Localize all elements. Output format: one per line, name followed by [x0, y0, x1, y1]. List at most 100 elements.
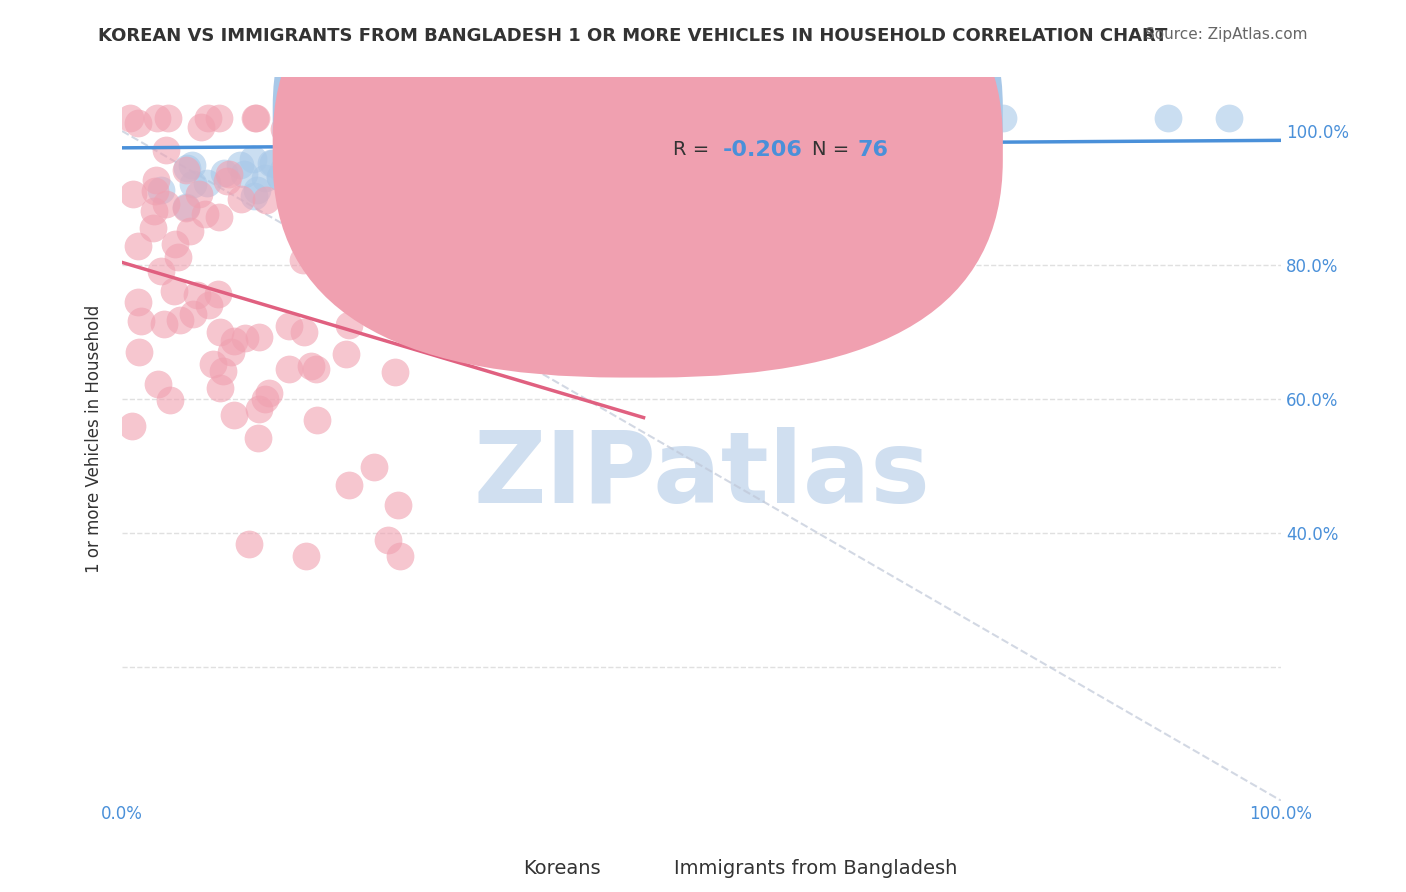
- Text: Koreans: Koreans: [523, 859, 602, 878]
- Point: [384, 365, 406, 379]
- Point: [201, 357, 224, 371]
- Point: [127, 238, 149, 252]
- Point: [479, 151, 502, 165]
- Point: [377, 142, 399, 156]
- Point: [814, 118, 837, 132]
- Point: [260, 156, 283, 170]
- Point: [254, 193, 277, 207]
- FancyBboxPatch shape: [598, 85, 945, 194]
- Point: [329, 256, 352, 270]
- Point: [889, 111, 911, 125]
- Point: [194, 207, 217, 221]
- Point: [588, 120, 610, 135]
- Text: Immigrants from Bangladesh: Immigrants from Bangladesh: [673, 859, 957, 878]
- Point: [181, 307, 204, 321]
- Point: [813, 111, 835, 125]
- Point: [449, 136, 471, 151]
- Point: [174, 201, 197, 215]
- Point: [519, 143, 541, 157]
- Point: [145, 173, 167, 187]
- Point: [842, 111, 865, 125]
- Point: [550, 128, 572, 142]
- Text: R =: R =: [672, 108, 709, 127]
- Point: [492, 133, 515, 147]
- Text: ZIPatlas: ZIPatlas: [472, 426, 929, 524]
- Point: [433, 157, 456, 171]
- Point: [211, 364, 233, 378]
- Point: [262, 156, 284, 170]
- Point: [212, 166, 235, 180]
- Point: [323, 143, 346, 157]
- Point: [811, 111, 834, 125]
- Point: [430, 136, 453, 150]
- Point: [186, 288, 208, 302]
- Text: 76: 76: [858, 140, 889, 160]
- Point: [218, 167, 240, 181]
- Point: [463, 145, 485, 160]
- Point: [762, 115, 785, 129]
- Point: [499, 141, 522, 155]
- Point: [745, 111, 768, 125]
- Text: 0.224: 0.224: [731, 107, 815, 128]
- Point: [668, 118, 690, 132]
- Point: [208, 325, 231, 339]
- Point: [614, 123, 637, 137]
- Point: [208, 380, 231, 394]
- Point: [465, 133, 488, 147]
- Point: [323, 166, 346, 180]
- Point: [127, 116, 149, 130]
- Point: [354, 142, 377, 156]
- Point: [450, 169, 472, 183]
- Point: [413, 136, 436, 150]
- FancyBboxPatch shape: [273, 0, 1002, 345]
- Text: 116: 116: [858, 107, 904, 128]
- Point: [388, 155, 411, 169]
- Point: [609, 124, 631, 138]
- Point: [408, 141, 430, 155]
- Point: [699, 113, 721, 128]
- Point: [118, 111, 141, 125]
- Point: [381, 142, 404, 156]
- Point: [292, 326, 315, 340]
- Point: [215, 173, 238, 187]
- Point: [325, 150, 347, 164]
- Point: [157, 111, 180, 125]
- Point: [519, 136, 541, 151]
- Point: [389, 549, 412, 564]
- Point: [243, 189, 266, 203]
- FancyBboxPatch shape: [273, 0, 1002, 377]
- Text: N =: N =: [811, 140, 849, 160]
- Point: [814, 111, 837, 125]
- Point: [600, 119, 623, 133]
- Point: [269, 170, 291, 185]
- Point: [219, 344, 242, 359]
- Point: [513, 125, 536, 139]
- Point: [467, 129, 489, 144]
- Point: [273, 122, 295, 136]
- Point: [929, 111, 952, 125]
- Point: [1218, 111, 1240, 125]
- Point: [233, 330, 256, 344]
- Text: -0.206: -0.206: [723, 140, 803, 160]
- Point: [176, 161, 198, 175]
- Point: [415, 134, 437, 148]
- Point: [188, 187, 211, 202]
- Point: [305, 157, 328, 171]
- Point: [699, 111, 721, 125]
- Point: [309, 150, 332, 164]
- Point: [305, 413, 328, 427]
- Point: [693, 111, 716, 125]
- Point: [641, 116, 664, 130]
- Point: [247, 330, 270, 344]
- Point: [222, 408, 245, 422]
- Point: [245, 111, 267, 125]
- Point: [377, 533, 399, 548]
- Point: [233, 167, 256, 181]
- Point: [312, 145, 335, 159]
- Point: [690, 115, 713, 129]
- Point: [181, 158, 204, 172]
- Point: [669, 131, 692, 145]
- Point: [153, 317, 176, 331]
- Point: [169, 313, 191, 327]
- Point: [515, 125, 537, 139]
